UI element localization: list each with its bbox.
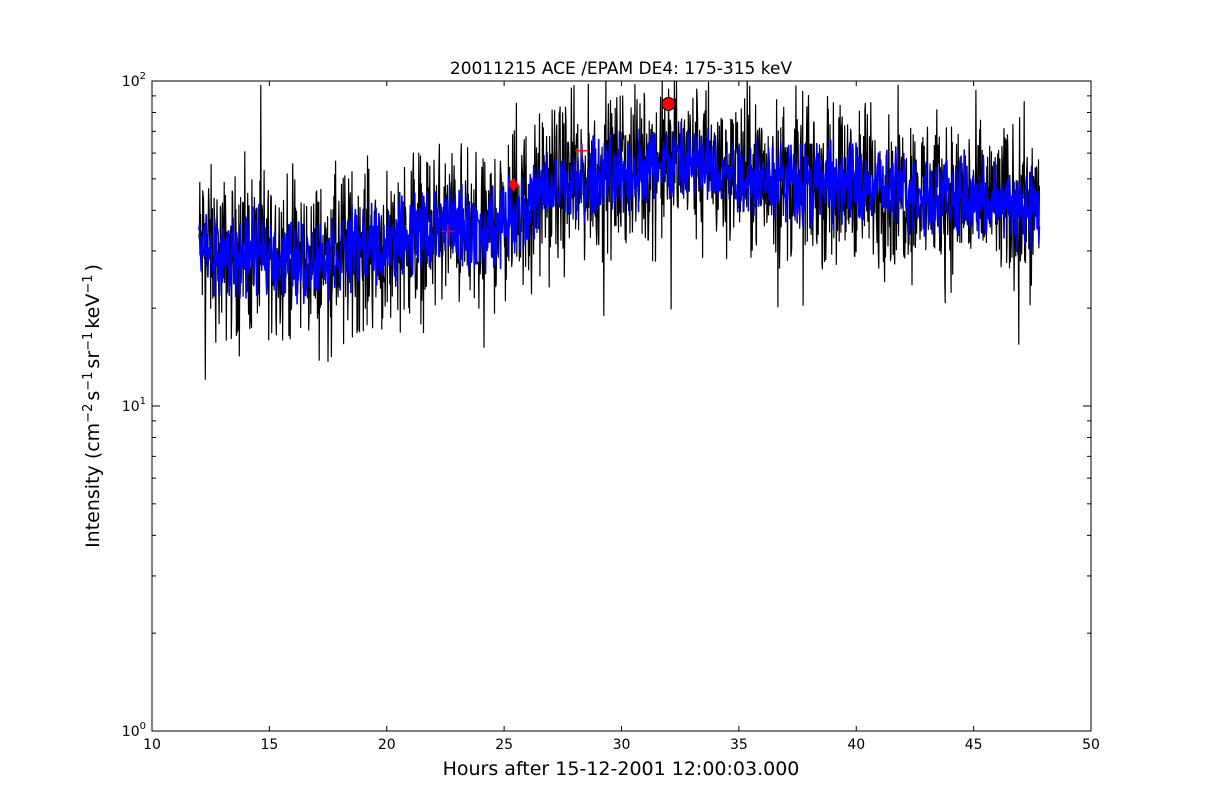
y-label-sup3: −1	[81, 332, 96, 351]
y-axis-label: Intensity (cm−2s−1sr−1keV−1)	[81, 264, 105, 548]
x-tick-label: 25	[495, 737, 513, 753]
x-tick-label: 15	[260, 737, 278, 753]
y-tick-base: 10	[122, 74, 140, 90]
event-marker-circle	[661, 96, 676, 111]
x-tick-label: 45	[965, 737, 983, 753]
y-tick-base: 10	[122, 399, 140, 415]
y-tick-exponent: 1	[140, 396, 146, 407]
x-axis-label: Hours after 15-12-2001 12:00:03.000	[443, 758, 800, 780]
x-tick-label: 20	[378, 737, 396, 753]
event-marker-plus	[440, 224, 455, 239]
y-label-mid1: s	[82, 391, 104, 401]
data-layer	[198, 80, 1041, 380]
y-label-sup1: −2	[81, 404, 96, 423]
x-tick-label: 10	[143, 737, 161, 753]
marker-layer	[440, 96, 676, 239]
y-tick-label: 100	[122, 721, 146, 740]
y-tick-label: 102	[122, 71, 146, 90]
y-tick-base: 10	[122, 724, 140, 740]
y-tick-exponent: 2	[140, 71, 146, 82]
y-label-suffix: )	[82, 264, 104, 271]
y-tick-label: 101	[122, 396, 146, 415]
x-tick-label: 50	[1082, 737, 1100, 753]
y-label-prefix: Intensity (cm	[82, 423, 104, 548]
x-tick-label: 35	[730, 737, 748, 753]
x-tick-label: 30	[613, 737, 631, 753]
smoothed-intensity-series	[198, 121, 1041, 305]
event-marker-diamond	[508, 177, 519, 193]
y-tick-exponent: 0	[140, 721, 146, 732]
event-marker-plus	[574, 143, 589, 158]
y-label-mid3: keV	[82, 294, 104, 329]
y-label-sup4: −1	[81, 274, 96, 293]
chart-title: 20011215 ACE /EPAM DE4: 175-315 keV	[450, 59, 793, 79]
x-tick-label: 40	[847, 737, 865, 753]
y-label-sup2: −1	[81, 372, 96, 391]
y-label-mid2: sr	[82, 351, 104, 369]
